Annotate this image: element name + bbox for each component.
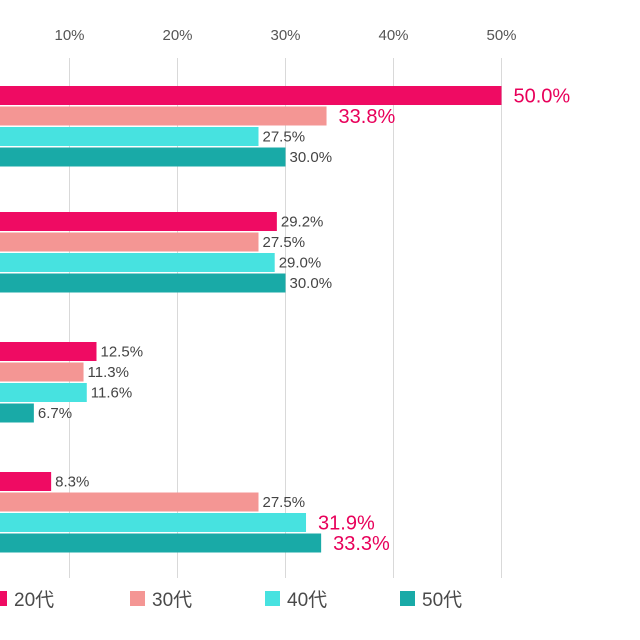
bar [0, 513, 307, 532]
data-label: 27.5% [263, 494, 306, 511]
legend-label: 30代 [152, 589, 192, 611]
legend-swatch [130, 591, 145, 606]
data-label: 33.3% [333, 533, 390, 555]
x-tick-label: 50% [486, 27, 516, 44]
bar [0, 362, 84, 382]
data-label: 12.5% [101, 344, 144, 361]
data-label: 11.3% [88, 364, 129, 381]
data-label: 11.6% [91, 385, 132, 402]
x-tick-label: 40% [378, 27, 408, 44]
legend: 20代 30代 40代 50代 [0, 589, 462, 611]
bar [0, 492, 259, 512]
data-label: 29.0% [279, 255, 322, 272]
bar [0, 232, 259, 252]
x-tick-label: 30% [270, 27, 300, 44]
legend-label: 40代 [287, 589, 327, 611]
bar [0, 127, 259, 146]
data-label: 33.8% [339, 106, 396, 128]
data-labels: 50.0% 29.2% 12.5% 8.3% 33.8% 27.5% 11.3% 27.5% 2… [38, 86, 571, 556]
data-label: 30.0% [290, 275, 333, 292]
data-label: 27.5% [263, 129, 306, 146]
bar [0, 212, 277, 231]
bar [0, 383, 87, 402]
bar [0, 273, 286, 293]
bar [0, 342, 97, 361]
bar [0, 86, 502, 105]
bars [0, 86, 502, 553]
bar [0, 106, 327, 126]
bar [0, 533, 322, 553]
legend-swatch [400, 591, 415, 606]
data-label: 6.7% [38, 405, 72, 422]
legend-item: 50代 [400, 589, 462, 611]
bar [0, 147, 286, 167]
legend-item: 40代 [265, 589, 327, 611]
x-tick-label: 20% [162, 27, 192, 44]
data-label: 30.0% [290, 149, 333, 166]
bar [0, 403, 34, 423]
data-label: 27.5% [263, 234, 306, 251]
legend-label: 20代 [14, 589, 54, 611]
legend-item: 20代 [0, 589, 54, 611]
legend-label: 50代 [422, 589, 462, 611]
data-label: 50.0% [514, 86, 571, 108]
bar [0, 472, 52, 491]
x-tick-label: 10% [54, 27, 84, 44]
data-label: 31.9% [318, 513, 375, 535]
x-axis-tick-labels: 10% 20% 30% 40% 50% [54, 27, 516, 44]
legend-swatch [0, 591, 7, 606]
legend-item: 30代 [130, 589, 192, 611]
bar [0, 253, 275, 272]
data-label: 29.2% [281, 214, 324, 231]
data-label: 8.3% [55, 474, 89, 491]
legend-swatch [265, 591, 280, 606]
